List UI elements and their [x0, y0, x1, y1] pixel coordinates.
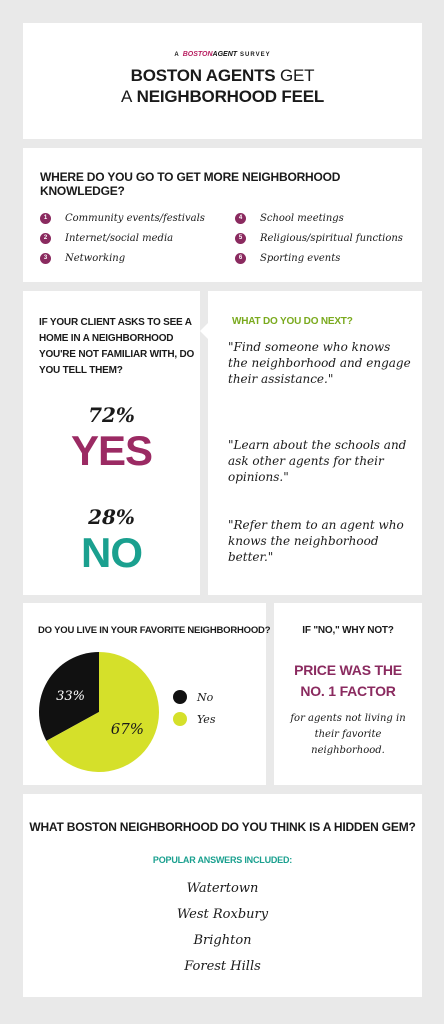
live-question: DO YOU LIVE IN YOUR FAVORITE NEIGHBORHOO…: [38, 625, 271, 636]
title-line2-bold: NEIGHBORHOOD FEEL: [136, 87, 325, 106]
quote-2: "Learn about the schools and ask other a…: [228, 438, 407, 484]
quote-1: "Find someone who knows the neighborhood…: [228, 340, 411, 386]
why-not-highlight: PRICE WAS THE NO. 1 FACTOR: [274, 660, 422, 702]
list-item-label: Religious/spiritual functions: [260, 232, 403, 244]
legend-swatch-yes: [173, 712, 187, 726]
answers-list: Watertown West Roxbury Brighton Forest H…: [23, 876, 422, 980]
list-item: 3 Networking: [40, 248, 205, 268]
list-item-label: Community events/festivals: [65, 212, 205, 224]
list-item: 4 School meetings: [235, 208, 403, 228]
list-item: 1 Community events/festivals: [40, 208, 205, 228]
brand-line: A BOSTONAGENT SURVEY: [23, 51, 422, 58]
list-item: West Roxbury: [176, 907, 269, 922]
number-badge: 4: [235, 212, 246, 224]
pie-label-no: 33%: [56, 689, 85, 704]
number-badge: 3: [40, 252, 51, 264]
title-line1-light: GET: [279, 66, 315, 85]
legend-item-no: No: [173, 686, 215, 708]
no-percent: 28%: [88, 505, 135, 529]
legend-item-yes: Yes: [173, 708, 215, 730]
list-item-label: Sporting events: [260, 252, 341, 264]
list-item: Forest Hills: [184, 959, 261, 974]
pie-chart: 33% 67%: [38, 652, 159, 772]
legend-label-yes: Yes: [197, 712, 216, 726]
no-label: NO: [81, 529, 143, 576]
pie-slice-no: [38, 652, 99, 741]
list-item: Brighton: [193, 933, 252, 948]
title-line2-light: A: [120, 87, 133, 106]
favorite-neighborhood-card: DO YOU LIVE IN YOUR FAVORITE NEIGHBORHOO…: [23, 603, 270, 785]
why-not-detail: for agents not living in their favorite …: [290, 713, 406, 756]
title-line1-bold: BOSTON AGENTS: [130, 66, 276, 85]
list-item-label: School meetings: [260, 212, 344, 224]
why-not-card: IF "NO," WHY NOT? PRICE WAS THE NO. 1 FA…: [274, 603, 422, 785]
knowledge-list-left: 1 Community events/festivals 2 Internet/so…: [40, 208, 205, 268]
hidden-gem-card: WHAT BOSTON NEIGHBORHOOD DO YOU THINK IS…: [23, 794, 422, 997]
number-badge: 2: [40, 232, 51, 244]
knowledge-card: WHERE DO YOU GO TO GET MORE NEIGHBORHOOD…: [23, 148, 422, 282]
client-question-card: IF YOUR CLIENT ASKS TO SEE A HOME IN A N…: [23, 291, 200, 595]
brand-suffix: SURVEY: [240, 52, 271, 58]
why-not-highlight-line2: NO. 1 FACTOR: [300, 683, 396, 699]
knowledge-list-right: 4 School meetings 5 Religious/spiritual fu…: [235, 208, 403, 268]
popular-answers-heading: POPULAR ANSWERS INCLUDED:: [152, 855, 293, 865]
list-item: 6 Sporting events: [235, 248, 403, 268]
legend-label-no: No: [197, 690, 214, 704]
pie-label-yes: 67%: [111, 720, 144, 738]
next-step-card: WHAT DO YOU DO NEXT? "Find someone who k…: [200, 291, 422, 595]
number-badge: 5: [235, 232, 246, 244]
number-badge: 6: [235, 252, 246, 264]
next-heading: WHAT DO YOU DO NEXT?: [232, 316, 353, 327]
pie-slice-yes: [46, 652, 159, 772]
quote-3: "Refer them to an agent who knows the ne…: [228, 518, 404, 564]
pointer-notch: [200, 323, 208, 339]
yes-label: YES: [70, 427, 153, 474]
page-title: BOSTON AGENTS GET A NEIGHBORHOOD FEEL: [23, 65, 422, 107]
header-card: A BOSTONAGENT SURVEY BOSTON AGENTS GET A N…: [23, 23, 422, 139]
number-badge: 1: [40, 212, 51, 224]
brand-logo-agent: AGENT: [212, 51, 238, 58]
list-item-label: Internet/social media: [65, 232, 174, 244]
list-item: 2 Internet/social media: [40, 228, 205, 248]
hidden-gem-question: WHAT BOSTON NEIGHBORHOOD DO YOU THINK IS…: [29, 820, 416, 834]
knowledge-question: WHERE DO YOU GO TO GET MORE NEIGHBORHOOD…: [40, 170, 341, 198]
legend-swatch-no: [173, 690, 187, 704]
list-item: Watertown: [186, 881, 259, 896]
list-item-label: Networking: [65, 252, 126, 264]
yes-percent: 72%: [88, 403, 135, 427]
brand-prefix: A: [174, 52, 180, 58]
why-not-heading: IF "NO," WHY NOT?: [302, 625, 394, 636]
pie-legend: No Yes: [173, 686, 215, 730]
list-item: 5 Religious/spiritual functions: [235, 228, 403, 248]
brand-logo-boston: BOSTON: [182, 51, 213, 58]
why-not-highlight-line1: PRICE WAS THE: [294, 662, 402, 678]
client-question: IF YOUR CLIENT ASKS TO SEE A HOME IN A N…: [39, 317, 195, 376]
